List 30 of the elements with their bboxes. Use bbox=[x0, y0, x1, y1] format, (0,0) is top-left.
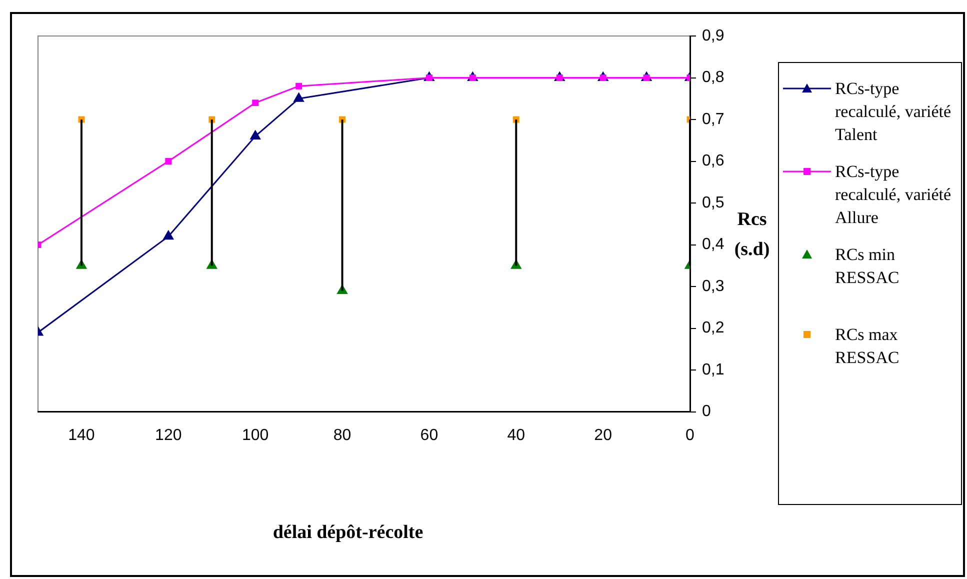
y-tick-label: 0,9 bbox=[702, 27, 724, 44]
legend-label: RCs max RESSAC bbox=[835, 324, 900, 369]
x-tick-label: 40 bbox=[507, 426, 526, 444]
y-tick-label: 0,2 bbox=[702, 320, 724, 337]
y-tick-label: 0,6 bbox=[702, 152, 724, 170]
y-axis-title: Rcs (s.d) bbox=[733, 208, 771, 262]
legend-label: RCs-type recalculé, variété Allure bbox=[835, 161, 952, 229]
y-tick-label: 0,4 bbox=[702, 236, 724, 254]
y-tick-label: 0,5 bbox=[702, 194, 724, 212]
point bbox=[294, 92, 304, 102]
y-tick-label: 0 bbox=[702, 403, 711, 420]
x-tick-label: 140 bbox=[68, 426, 95, 444]
x-tick-label: 20 bbox=[594, 426, 612, 444]
x-tick-label: 0 bbox=[686, 426, 695, 444]
y-tick-label: 0,8 bbox=[702, 69, 724, 86]
legend-label: RCs min RESSAC bbox=[835, 244, 900, 289]
point bbox=[163, 230, 174, 240]
x-axis-title: délai dépôt-récolte bbox=[272, 522, 424, 544]
legend-label: RCs-type recalculé, variété Talent bbox=[835, 78, 952, 146]
point bbox=[165, 158, 172, 164]
x-tick-label: 100 bbox=[242, 426, 269, 444]
x-tick-label: 120 bbox=[155, 426, 182, 444]
point bbox=[252, 100, 259, 106]
y-tick-label: 0,7 bbox=[702, 110, 724, 128]
point bbox=[296, 82, 302, 90]
y-tick-label: 0,1 bbox=[702, 361, 724, 378]
point bbox=[250, 130, 260, 140]
y-tick-label: 0,3 bbox=[702, 278, 724, 295]
x-tick-label: 60 bbox=[420, 426, 438, 444]
x-tick-label: 80 bbox=[333, 426, 352, 444]
